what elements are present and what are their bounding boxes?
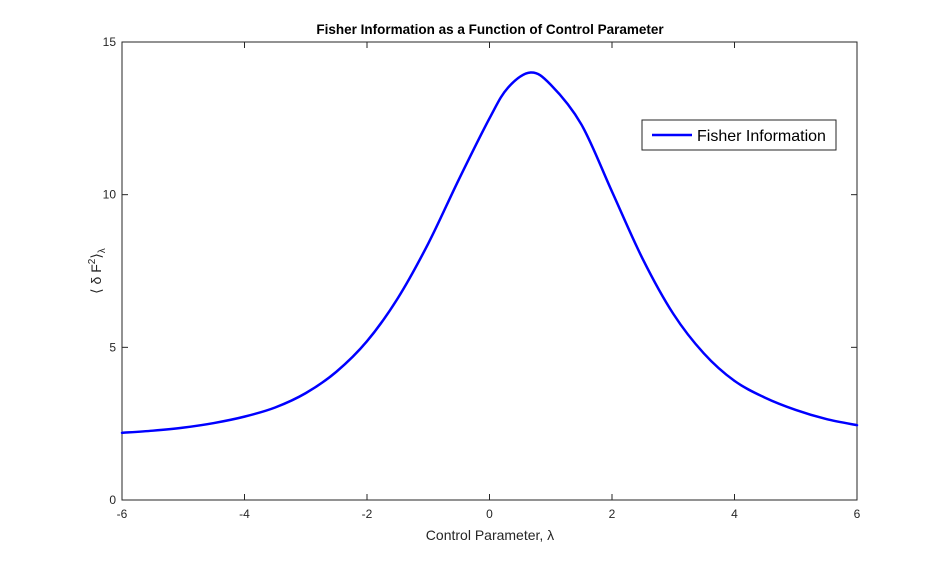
x-tick-label: 6 [854, 507, 861, 521]
plot-area [121, 41, 858, 501]
y-axis-label-right: ⟩ [88, 253, 104, 258]
legend-label-fisher-information: Fisher Information [697, 128, 826, 145]
y-tick-label: 0 [109, 493, 116, 507]
x-axis: -6 -4 -2 0 2 4 6 [117, 42, 861, 521]
x-tick-label: -4 [239, 507, 250, 521]
chart-title: Fisher Information as a Function of Cont… [316, 22, 664, 37]
y-axis-label-sub: λ [97, 248, 108, 253]
y-axis-label-sup: 2 [87, 258, 98, 264]
y-tick-label: 15 [103, 35, 117, 49]
y-axis-label: ⟨ δ F2⟩λ [87, 248, 108, 294]
legend: Fisher Information [641, 119, 837, 151]
x-tick-label: 4 [731, 507, 738, 521]
y-axis: 0 5 10 15 [103, 35, 857, 507]
axes-box [121, 41, 858, 501]
x-tick-label: -2 [362, 507, 373, 521]
y-tick-label: 10 [103, 188, 117, 202]
x-axis-label: Control Parameter, λ [426, 527, 554, 543]
y-tick-label: 5 [109, 340, 116, 354]
y-axis-label-main: ⟨ δ F [88, 264, 104, 294]
x-tick-label: -6 [117, 507, 128, 521]
series-line-fisher-information [120, 71, 859, 435]
x-tick-label: 0 [486, 507, 493, 521]
x-tick-label: 2 [609, 507, 616, 521]
